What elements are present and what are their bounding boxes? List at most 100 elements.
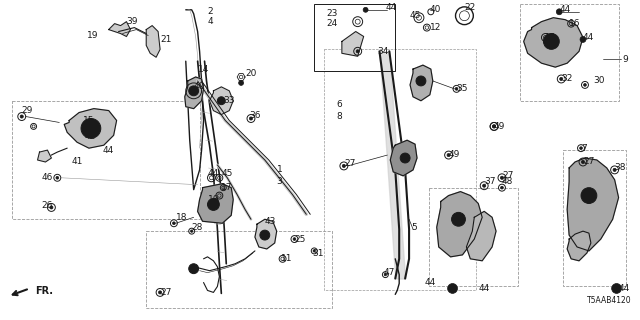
Circle shape: [211, 202, 216, 207]
Circle shape: [547, 37, 556, 45]
Text: 30: 30: [593, 76, 604, 85]
Text: 38: 38: [614, 164, 626, 172]
Text: 27: 27: [160, 288, 172, 297]
Circle shape: [293, 238, 296, 240]
Text: 45: 45: [409, 11, 420, 20]
Text: 42: 42: [85, 132, 96, 141]
Circle shape: [50, 206, 53, 209]
Text: 34: 34: [378, 47, 389, 56]
Text: 40: 40: [430, 5, 441, 14]
Text: 28: 28: [192, 223, 203, 232]
Text: 44: 44: [425, 278, 436, 287]
Polygon shape: [38, 150, 51, 162]
Circle shape: [173, 222, 175, 225]
Text: 32: 32: [561, 75, 573, 84]
Circle shape: [260, 230, 269, 240]
Text: 24: 24: [326, 19, 337, 28]
Circle shape: [584, 84, 586, 86]
Polygon shape: [64, 108, 116, 148]
Polygon shape: [342, 32, 364, 56]
Bar: [429, 188, 518, 286]
Polygon shape: [209, 87, 233, 115]
Polygon shape: [436, 192, 482, 257]
Text: 5: 5: [411, 223, 417, 232]
Text: 49: 49: [449, 149, 460, 159]
Circle shape: [384, 273, 387, 276]
Circle shape: [81, 118, 100, 138]
Text: 27: 27: [344, 159, 355, 168]
Polygon shape: [410, 65, 433, 101]
Circle shape: [543, 34, 559, 49]
Circle shape: [613, 168, 616, 172]
Circle shape: [559, 77, 563, 81]
Polygon shape: [185, 77, 204, 108]
Circle shape: [88, 126, 93, 131]
Text: T5AAB4120: T5AAB4120: [587, 296, 632, 305]
Circle shape: [483, 184, 486, 187]
Text: 18: 18: [176, 213, 188, 222]
Circle shape: [191, 266, 196, 271]
Text: 12: 12: [430, 23, 441, 32]
Circle shape: [447, 284, 458, 293]
Circle shape: [363, 7, 368, 12]
Circle shape: [581, 160, 584, 164]
Text: 16: 16: [569, 19, 580, 28]
Circle shape: [419, 78, 424, 84]
Text: 44: 44: [103, 146, 114, 155]
Text: 17: 17: [221, 183, 233, 192]
Text: 3: 3: [276, 177, 282, 186]
Text: 20: 20: [245, 68, 257, 77]
Circle shape: [218, 97, 225, 105]
Text: 44: 44: [207, 169, 219, 178]
Text: 2: 2: [207, 7, 213, 16]
Circle shape: [585, 192, 593, 200]
Text: 21: 21: [160, 35, 172, 44]
Circle shape: [556, 9, 562, 15]
Circle shape: [452, 212, 465, 226]
Text: 4: 4: [207, 17, 213, 26]
Bar: [563, 150, 627, 286]
Text: 45: 45: [221, 169, 233, 178]
Bar: [324, 49, 476, 291]
Circle shape: [56, 176, 59, 179]
Text: 37: 37: [484, 177, 495, 186]
Text: 13: 13: [545, 33, 557, 42]
Text: 10: 10: [207, 195, 219, 204]
Bar: [147, 231, 332, 308]
Circle shape: [580, 36, 586, 43]
Circle shape: [492, 125, 495, 128]
Text: 39: 39: [127, 17, 138, 26]
Polygon shape: [467, 212, 496, 261]
Circle shape: [239, 80, 244, 85]
Text: 23: 23: [326, 9, 337, 18]
Text: 48: 48: [502, 177, 513, 186]
Bar: [314, 4, 396, 71]
Circle shape: [612, 284, 621, 293]
Circle shape: [581, 188, 597, 204]
Polygon shape: [255, 219, 276, 249]
Text: 44: 44: [619, 284, 630, 293]
Circle shape: [455, 87, 458, 90]
Text: 19: 19: [87, 31, 99, 40]
Circle shape: [342, 164, 346, 167]
Text: 33: 33: [223, 96, 235, 105]
Polygon shape: [147, 26, 160, 57]
Circle shape: [189, 264, 198, 274]
Text: 43: 43: [265, 217, 276, 226]
Text: 6: 6: [336, 100, 342, 109]
Circle shape: [191, 230, 193, 232]
Circle shape: [207, 198, 220, 210]
Text: 26: 26: [42, 201, 53, 210]
Circle shape: [250, 117, 253, 120]
Circle shape: [549, 39, 554, 44]
Text: FR.: FR.: [36, 286, 54, 296]
Text: 22: 22: [465, 3, 476, 12]
Text: 27: 27: [583, 157, 595, 166]
Bar: [520, 4, 619, 101]
Text: 14: 14: [198, 65, 209, 74]
Text: 49: 49: [494, 122, 506, 131]
Text: 29: 29: [22, 106, 33, 115]
Text: 25: 25: [294, 235, 306, 244]
Circle shape: [159, 291, 162, 294]
Circle shape: [313, 250, 316, 252]
